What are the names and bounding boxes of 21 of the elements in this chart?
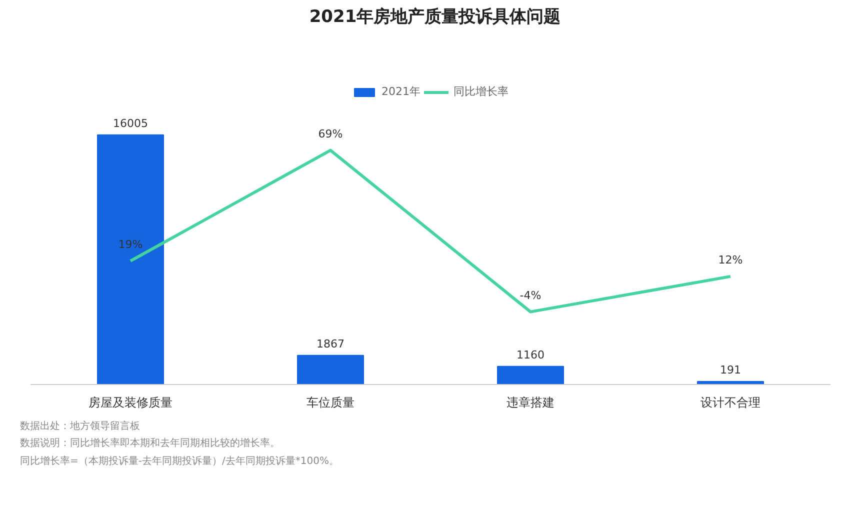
bar: [297, 354, 364, 384]
text: 数据出处：地方领导留言板: [20, 420, 141, 434]
chart-title: 2021年房地产质量投诉具体问题: [308, 6, 562, 29]
bar: [497, 366, 564, 384]
x-tick-label: 房屋及装修质量: [88, 396, 172, 410]
data-label: 191: [720, 364, 741, 377]
x-tick-label: 车位质量: [306, 396, 354, 410]
data-label: 19%: [118, 238, 143, 251]
text: 同比增长率=（本期投诉量-去年同期投诉量）/去年同期投诉量*100%。: [20, 454, 339, 469]
data-label: 1867: [316, 337, 345, 350]
x-tick-label: 违章搭建: [506, 396, 554, 410]
bar: [97, 134, 164, 384]
data-label: 1160: [516, 348, 545, 362]
data-label: 16005: [113, 116, 148, 130]
data-label: -4%: [520, 288, 542, 302]
legend-label: 同比增长率: [454, 84, 508, 99]
text: 数据说明：同比增长率即本期和去年同期相比较的增长率。: [20, 437, 281, 452]
x-tick-label: 设计不合理: [700, 396, 760, 410]
legend-label: 2021年: [382, 84, 420, 99]
data-label: 12%: [718, 253, 743, 266]
data-label: 69%: [318, 127, 343, 140]
